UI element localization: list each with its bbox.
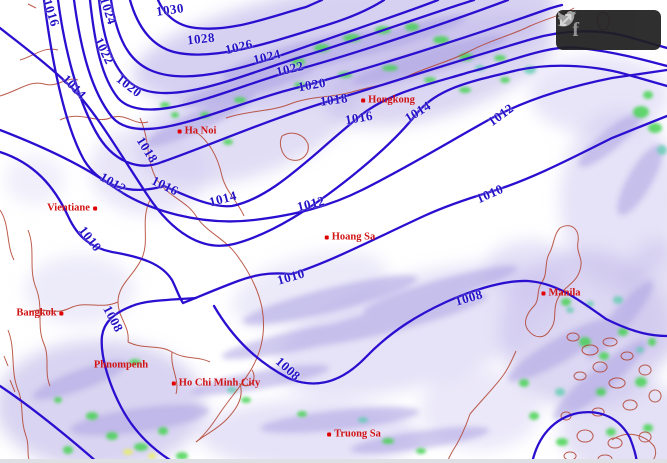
isobar-southwest-corner [0,384,100,463]
border-laos-thailand [29,199,151,343]
coast-west-edge [0,209,31,463]
expand-button[interactable] [560,14,647,32]
map-bottom-edge [0,459,667,463]
expand-icon [560,14,572,26]
isobar-1026 [109,0,440,78]
island-luzon [525,225,582,338]
island-hainan [279,132,309,161]
isobar-1030 [156,0,324,30]
isobar-1020 [72,0,564,131]
isobar-1024 [97,0,476,95]
border-cambodia [127,341,211,395]
isobar-1008-east [212,279,667,385]
isobar-1008-west [100,296,198,463]
isobar-1012 [0,68,667,223]
facebook-share-button[interactable]: f [570,17,581,44]
border-china-inland [0,3,149,124]
twitter-share-button[interactable] [557,10,614,32]
island-palawan [447,350,517,461]
isobar-1010 [0,114,667,305]
isobar-1014 [0,26,667,247]
isobar-1018 [56,0,667,167]
share-toolbar: f [556,10,661,50]
isobar-southeast-dome [530,411,639,463]
isobar-1022 [88,0,510,111]
facebook-icon: f [572,18,580,41]
coast-mekong-delta [195,369,255,443]
isobar-1016 [42,0,667,208]
border-thailand-myanmar [27,229,51,387]
isobar-1028 [128,0,386,56]
